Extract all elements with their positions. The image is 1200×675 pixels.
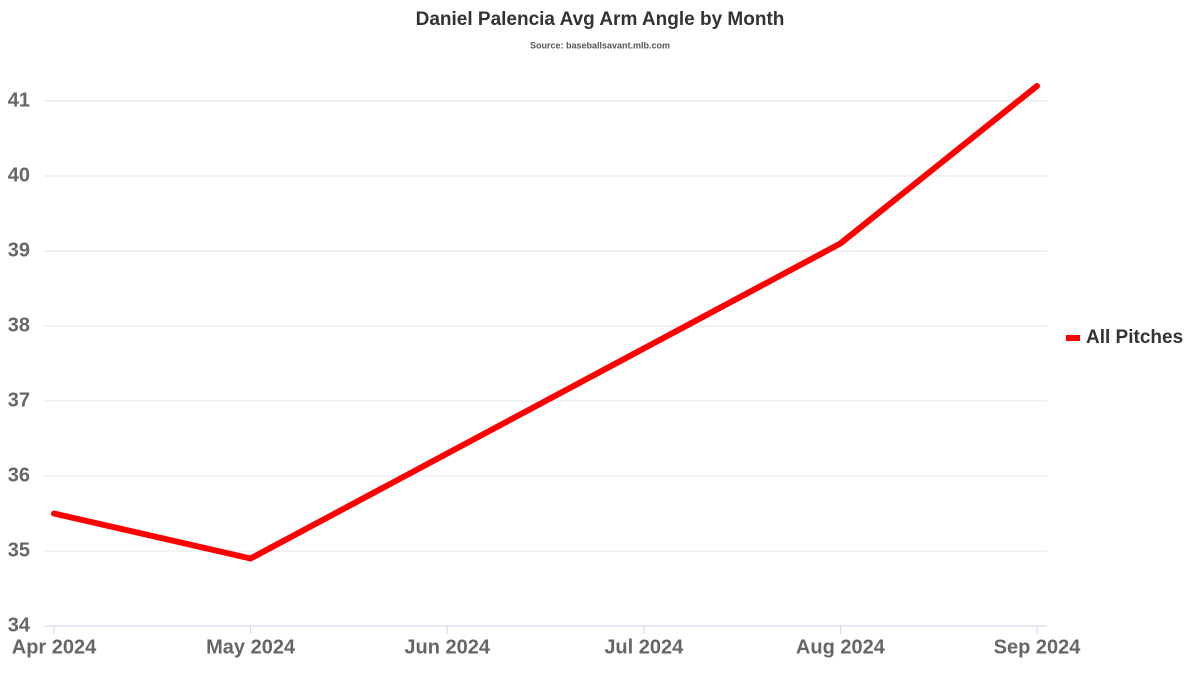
chart-subtitle: Source: baseballsavant.mlb.com (530, 40, 670, 50)
y-tick-label: 39 (8, 239, 30, 261)
x-tick-label: Sep 2024 (994, 636, 1082, 658)
y-tick-label: 36 (8, 464, 30, 486)
y-tick-label: 41 (8, 89, 30, 111)
x-tick-label: Aug 2024 (796, 636, 886, 658)
y-tick-label: 34 (8, 614, 31, 636)
x-tick-label: Jul 2024 (604, 636, 684, 658)
y-tick-label: 38 (8, 314, 30, 336)
y-tick-label: 40 (8, 164, 30, 186)
x-tick-label: Apr 2024 (12, 636, 97, 658)
y-tick-label: 37 (8, 389, 30, 411)
chart-title: Daniel Palencia Avg Arm Angle by Month (416, 9, 785, 30)
line (51, 83, 1040, 562)
legend-label: All Pitches (1086, 327, 1183, 348)
x-tick-label: Jun 2024 (404, 636, 490, 658)
x-tick-label: May 2024 (206, 636, 296, 658)
y-tick-label: 35 (8, 539, 30, 561)
